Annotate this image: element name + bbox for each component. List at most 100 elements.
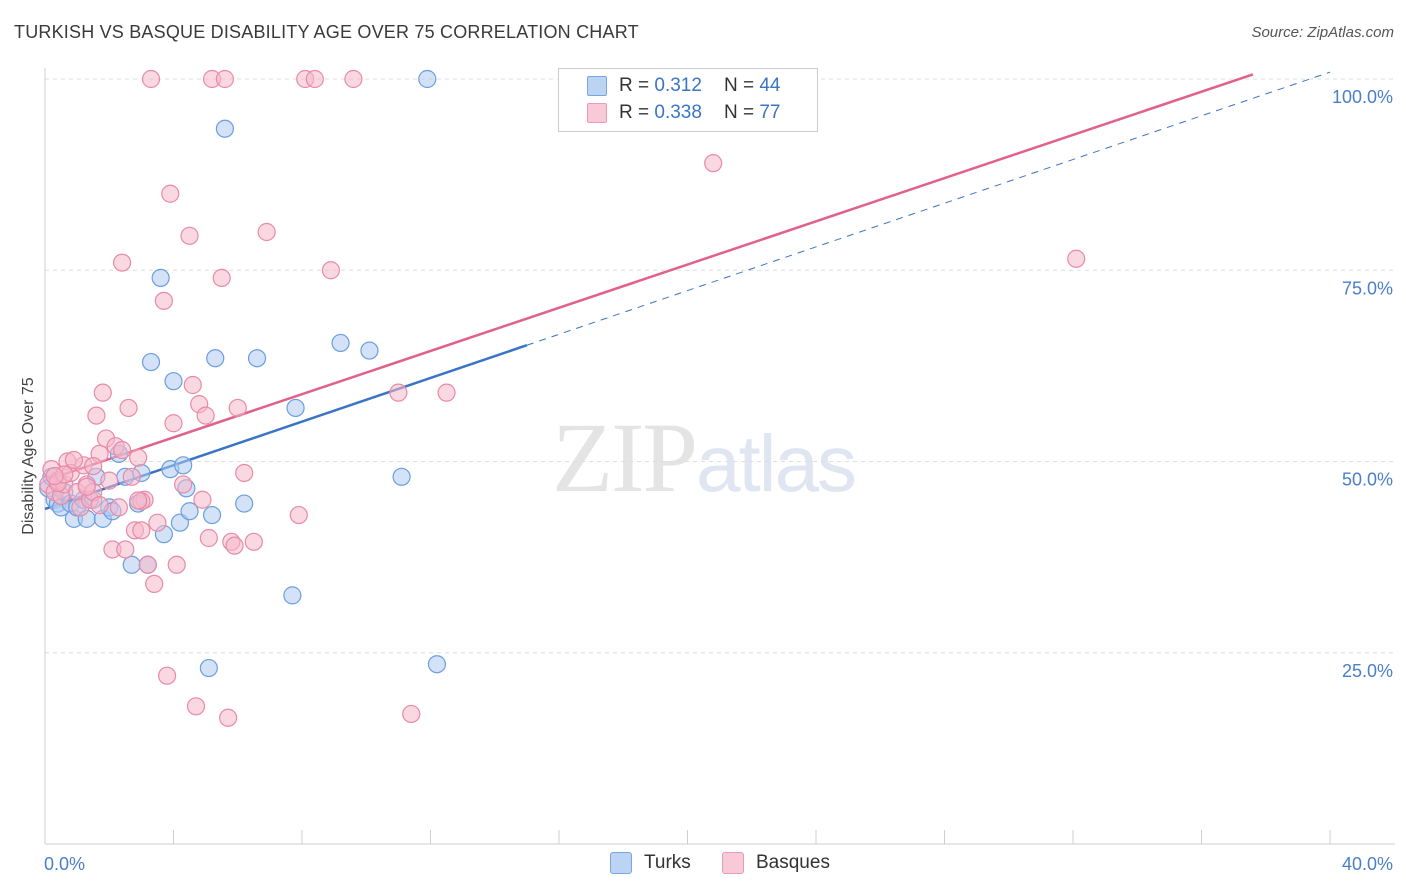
basques-point (122, 467, 141, 486)
basques-point (196, 406, 215, 425)
basques-point (219, 708, 238, 727)
axes (44, 68, 1395, 845)
y-tick-label: 100.0% (1332, 87, 1393, 107)
turks-point (151, 268, 170, 287)
watermark-atlas: atlas (696, 419, 857, 508)
correlation-legend: R = 0.312 N = 44 R = 0.338 N = 77 (558, 68, 818, 132)
legend-swatch-turks (587, 76, 607, 96)
basques-point (186, 697, 206, 716)
legend-r-label: R = (619, 75, 650, 96)
legend-row-basques: R = 0.338 N = 77 (587, 100, 780, 126)
basques-point (437, 383, 456, 402)
chart-source: Source: ZipAtlas.com (1251, 24, 1394, 41)
basques-trendline (44, 73, 1254, 482)
legend-r-value-turks: 0.312 (654, 75, 702, 96)
basques-point (244, 532, 263, 551)
basques-point (64, 450, 84, 470)
bottom-legend-basques: Basques (722, 852, 830, 874)
legend-n-label: N = (723, 102, 755, 123)
turks-point (180, 502, 199, 521)
turks-point (199, 658, 218, 678)
turks-point (392, 467, 411, 486)
basques-point (112, 440, 132, 460)
basques-point (93, 383, 112, 402)
turks-point (164, 372, 183, 391)
basques-point (225, 536, 244, 555)
basques-point (305, 69, 324, 89)
basques-point (138, 555, 157, 574)
y-tick-label: 50.0% (1342, 470, 1393, 490)
x-tick-label: 0.0% (44, 854, 85, 874)
bottom-legend-label-basques: Basques (756, 852, 830, 873)
basques-point (235, 463, 254, 483)
basques-point (141, 69, 161, 89)
trendlines (44, 71, 1331, 511)
legend-row-turks: R = 0.312 N = 44 (587, 73, 780, 99)
turks-point (247, 349, 267, 368)
turks-point (427, 655, 447, 674)
basques-point (154, 291, 173, 310)
basques-point (402, 704, 421, 724)
zipatlas-watermark: ZIPatlas (552, 400, 857, 515)
y-tick-label: 25.0% (1342, 661, 1393, 681)
basques-point (116, 540, 135, 559)
basques-point (215, 69, 234, 89)
basques-point (148, 513, 167, 532)
turks-point (360, 341, 379, 360)
basques-point (389, 383, 408, 402)
y-tick-label: 75.0% (1342, 278, 1393, 298)
legend-n-value-basques: 77 (759, 102, 781, 123)
turks-point (283, 586, 302, 605)
basques-point (129, 491, 148, 510)
legend-swatch-basques (587, 103, 607, 123)
basques-point (132, 521, 151, 540)
tick-labels: 25.0% 50.0% 75.0% 100.0% 0.0% 40.0% (44, 87, 1393, 874)
basques-point (212, 268, 231, 287)
data-points (39, 69, 1086, 727)
basques-point (161, 184, 180, 203)
legend-n-value-turks: 44 (759, 75, 781, 96)
basques-point (199, 528, 218, 548)
basques-point (100, 471, 119, 490)
legend-r-value-basques: 0.338 (654, 102, 702, 123)
basques-point (157, 666, 177, 685)
basques-point (112, 253, 132, 272)
basques-point (704, 154, 723, 173)
x-tick-label: 40.0% (1342, 854, 1393, 874)
basques-point (167, 555, 186, 574)
watermark-zip: ZIP (552, 402, 698, 513)
basques-point (164, 414, 183, 433)
turks-point (215, 119, 234, 138)
basques-point (119, 398, 138, 418)
turks-point (206, 349, 225, 368)
turks-point (122, 555, 141, 574)
basques-point (84, 456, 103, 476)
legend-n-label: N = (723, 75, 755, 96)
legend-r-label: R = (619, 102, 650, 123)
basques-point (174, 475, 193, 494)
basques-point (45, 466, 64, 486)
basques-point (90, 496, 109, 515)
basques-point (109, 498, 128, 517)
turks-point (141, 352, 161, 372)
basques-point (344, 69, 363, 89)
turks-point (418, 69, 437, 89)
basques-point (87, 406, 106, 425)
turks-point (331, 333, 350, 353)
basques-point (1067, 249, 1086, 268)
basques-point (257, 222, 276, 242)
y-axis-label: Disability Age Over 75 (20, 377, 37, 535)
basques-point (145, 574, 164, 594)
basques-point (129, 448, 148, 467)
bottom-legend-swatch-turks (610, 852, 632, 874)
basques-point (321, 261, 341, 280)
turks-point (202, 505, 222, 525)
basques-point (289, 505, 308, 525)
turks-point (174, 456, 193, 475)
basques-point (183, 375, 202, 395)
bottom-legend-label-turks: Turks (644, 852, 691, 873)
turks-point (235, 494, 254, 513)
turks-trendline-extrapolated (526, 71, 1331, 346)
basques-point (228, 398, 247, 418)
